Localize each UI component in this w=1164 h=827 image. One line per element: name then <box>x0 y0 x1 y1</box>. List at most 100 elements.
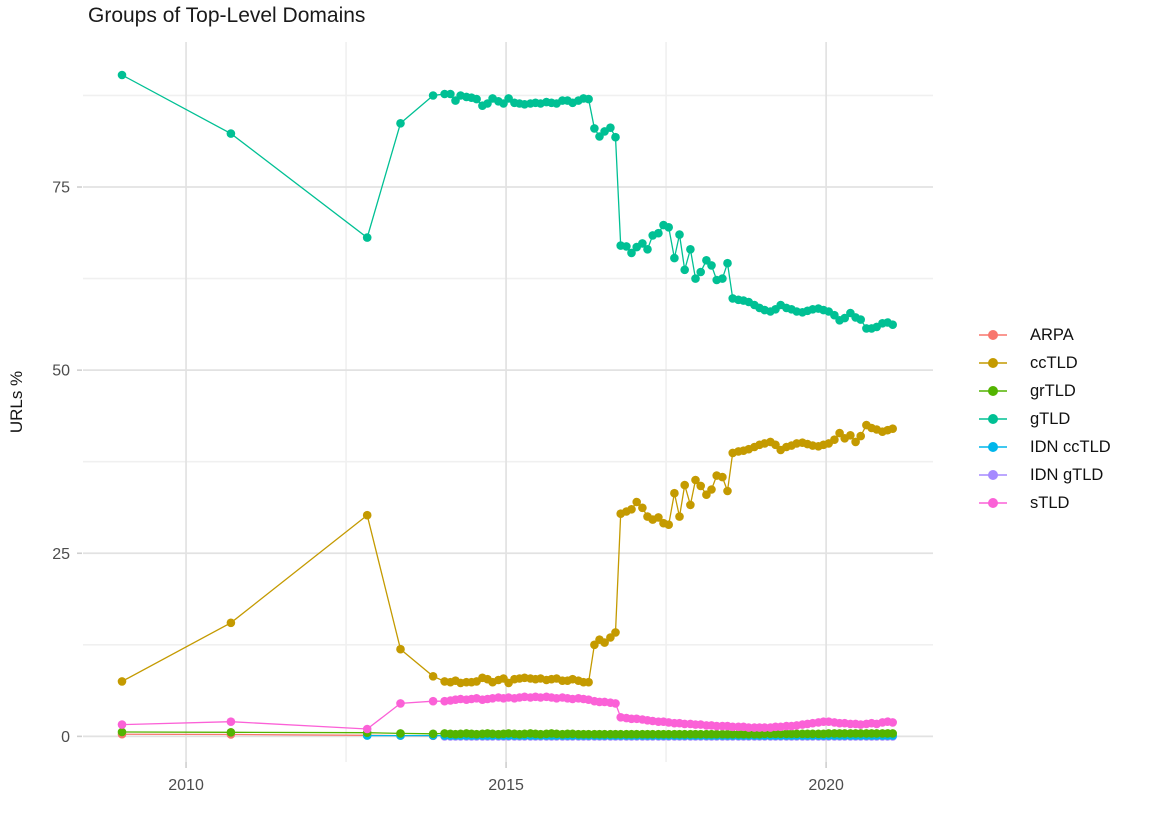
data-point <box>627 248 636 258</box>
data-point <box>846 431 855 440</box>
data-point <box>856 315 865 324</box>
data-point <box>851 437 860 447</box>
legend-item-gtld: gTLD <box>978 405 1111 433</box>
data-point <box>856 431 865 441</box>
data-point <box>675 230 684 239</box>
data-point <box>691 274 700 283</box>
data-point <box>654 228 663 238</box>
series-stld <box>117 692 897 734</box>
data-point <box>117 70 127 80</box>
data-point <box>117 677 127 686</box>
data-point <box>117 727 127 737</box>
data-point <box>428 696 438 706</box>
data-point <box>226 717 236 726</box>
data-point <box>600 638 609 647</box>
data-point <box>771 440 780 450</box>
data-point <box>686 500 695 510</box>
legend-key-icon <box>979 414 1007 424</box>
data-point <box>723 258 732 268</box>
data-point <box>584 94 593 104</box>
data-point <box>226 129 236 138</box>
data-point <box>888 729 897 738</box>
data-point <box>670 253 679 263</box>
data-point <box>446 89 455 99</box>
legend-item-grtld: grTLD <box>978 377 1111 405</box>
y-tick-label: 75 <box>52 180 70 197</box>
data-point <box>362 510 372 520</box>
data-point <box>670 488 679 498</box>
y-axis-title: URLs % <box>7 371 26 433</box>
data-point <box>718 274 727 283</box>
legend-key-icon <box>979 442 1007 452</box>
legend-item-idn-gtld: IDN gTLD <box>978 461 1111 489</box>
data-point <box>590 124 599 133</box>
axes: 0 25 50 75 2010 2015 2020 <box>52 180 844 794</box>
legend-label: grTLD <box>1030 381 1076 400</box>
legend-key-icon <box>979 498 1007 508</box>
legend-label: gTLD <box>1030 409 1071 428</box>
x-tick-label: 2010 <box>168 777 204 794</box>
data-point <box>622 242 631 251</box>
legend-label: ccTLD <box>1030 353 1078 372</box>
data-point <box>472 94 481 104</box>
data-point <box>638 239 647 248</box>
data-point <box>611 628 620 637</box>
x-tick-label: 2015 <box>488 777 524 794</box>
legend-label: sTLD <box>1030 493 1070 512</box>
data-point <box>584 677 593 687</box>
y-tick-label: 50 <box>52 363 70 380</box>
data-point <box>396 119 405 128</box>
data-point <box>696 481 705 491</box>
data-point <box>664 223 673 232</box>
data-point <box>362 724 372 734</box>
data-point <box>117 720 127 729</box>
data-point <box>888 424 897 434</box>
legend-label: IDN ccTLD <box>1030 437 1111 456</box>
gridlines <box>83 42 933 762</box>
data-point <box>611 132 620 142</box>
legend-item-idn-cctld: IDN ccTLD <box>978 433 1111 461</box>
legend-key-icon <box>979 330 1007 340</box>
data-point <box>680 265 689 275</box>
data-point <box>691 475 700 485</box>
data-point <box>428 91 438 100</box>
legend-item-arpa: ARPA <box>978 321 1111 349</box>
legend-key-icon <box>979 386 1007 396</box>
data-point <box>396 729 405 738</box>
chart-title: Groups of Top-Level Domains <box>88 4 366 27</box>
legend-label: IDN gTLD <box>1030 465 1104 484</box>
data-point <box>675 512 684 521</box>
x-tick-label: 2020 <box>808 777 844 794</box>
data-point <box>643 245 652 254</box>
data-point <box>611 699 620 708</box>
data-point <box>840 313 849 323</box>
data-point <box>707 261 716 270</box>
data-point <box>696 267 705 277</box>
series-gtld <box>117 70 897 333</box>
series-cctld <box>117 420 897 688</box>
data-point <box>632 497 641 507</box>
data-point <box>606 123 615 132</box>
data-point <box>226 728 236 737</box>
data-point <box>638 503 647 513</box>
data-point <box>680 480 689 490</box>
legend: ARPA ccTLD grTLD gTLD IDN ccTLD IDN gTLD sTLD <box>978 321 1111 517</box>
legend-item-cctld: ccTLD <box>978 349 1111 377</box>
data-point <box>707 485 716 494</box>
data-point <box>627 505 636 514</box>
data-point <box>718 472 727 482</box>
data-point <box>888 718 897 727</box>
legend-key-icon <box>979 470 1007 480</box>
legend-item-stld: sTLD <box>978 489 1111 517</box>
data-point <box>396 644 405 654</box>
legend-label: ARPA <box>1030 325 1074 344</box>
data-point <box>830 435 839 445</box>
data-point <box>664 520 673 529</box>
data-point <box>686 245 695 254</box>
data-point <box>428 729 438 739</box>
data-point <box>362 233 372 242</box>
data-point <box>396 699 405 708</box>
y-tick-label: 25 <box>52 546 70 563</box>
